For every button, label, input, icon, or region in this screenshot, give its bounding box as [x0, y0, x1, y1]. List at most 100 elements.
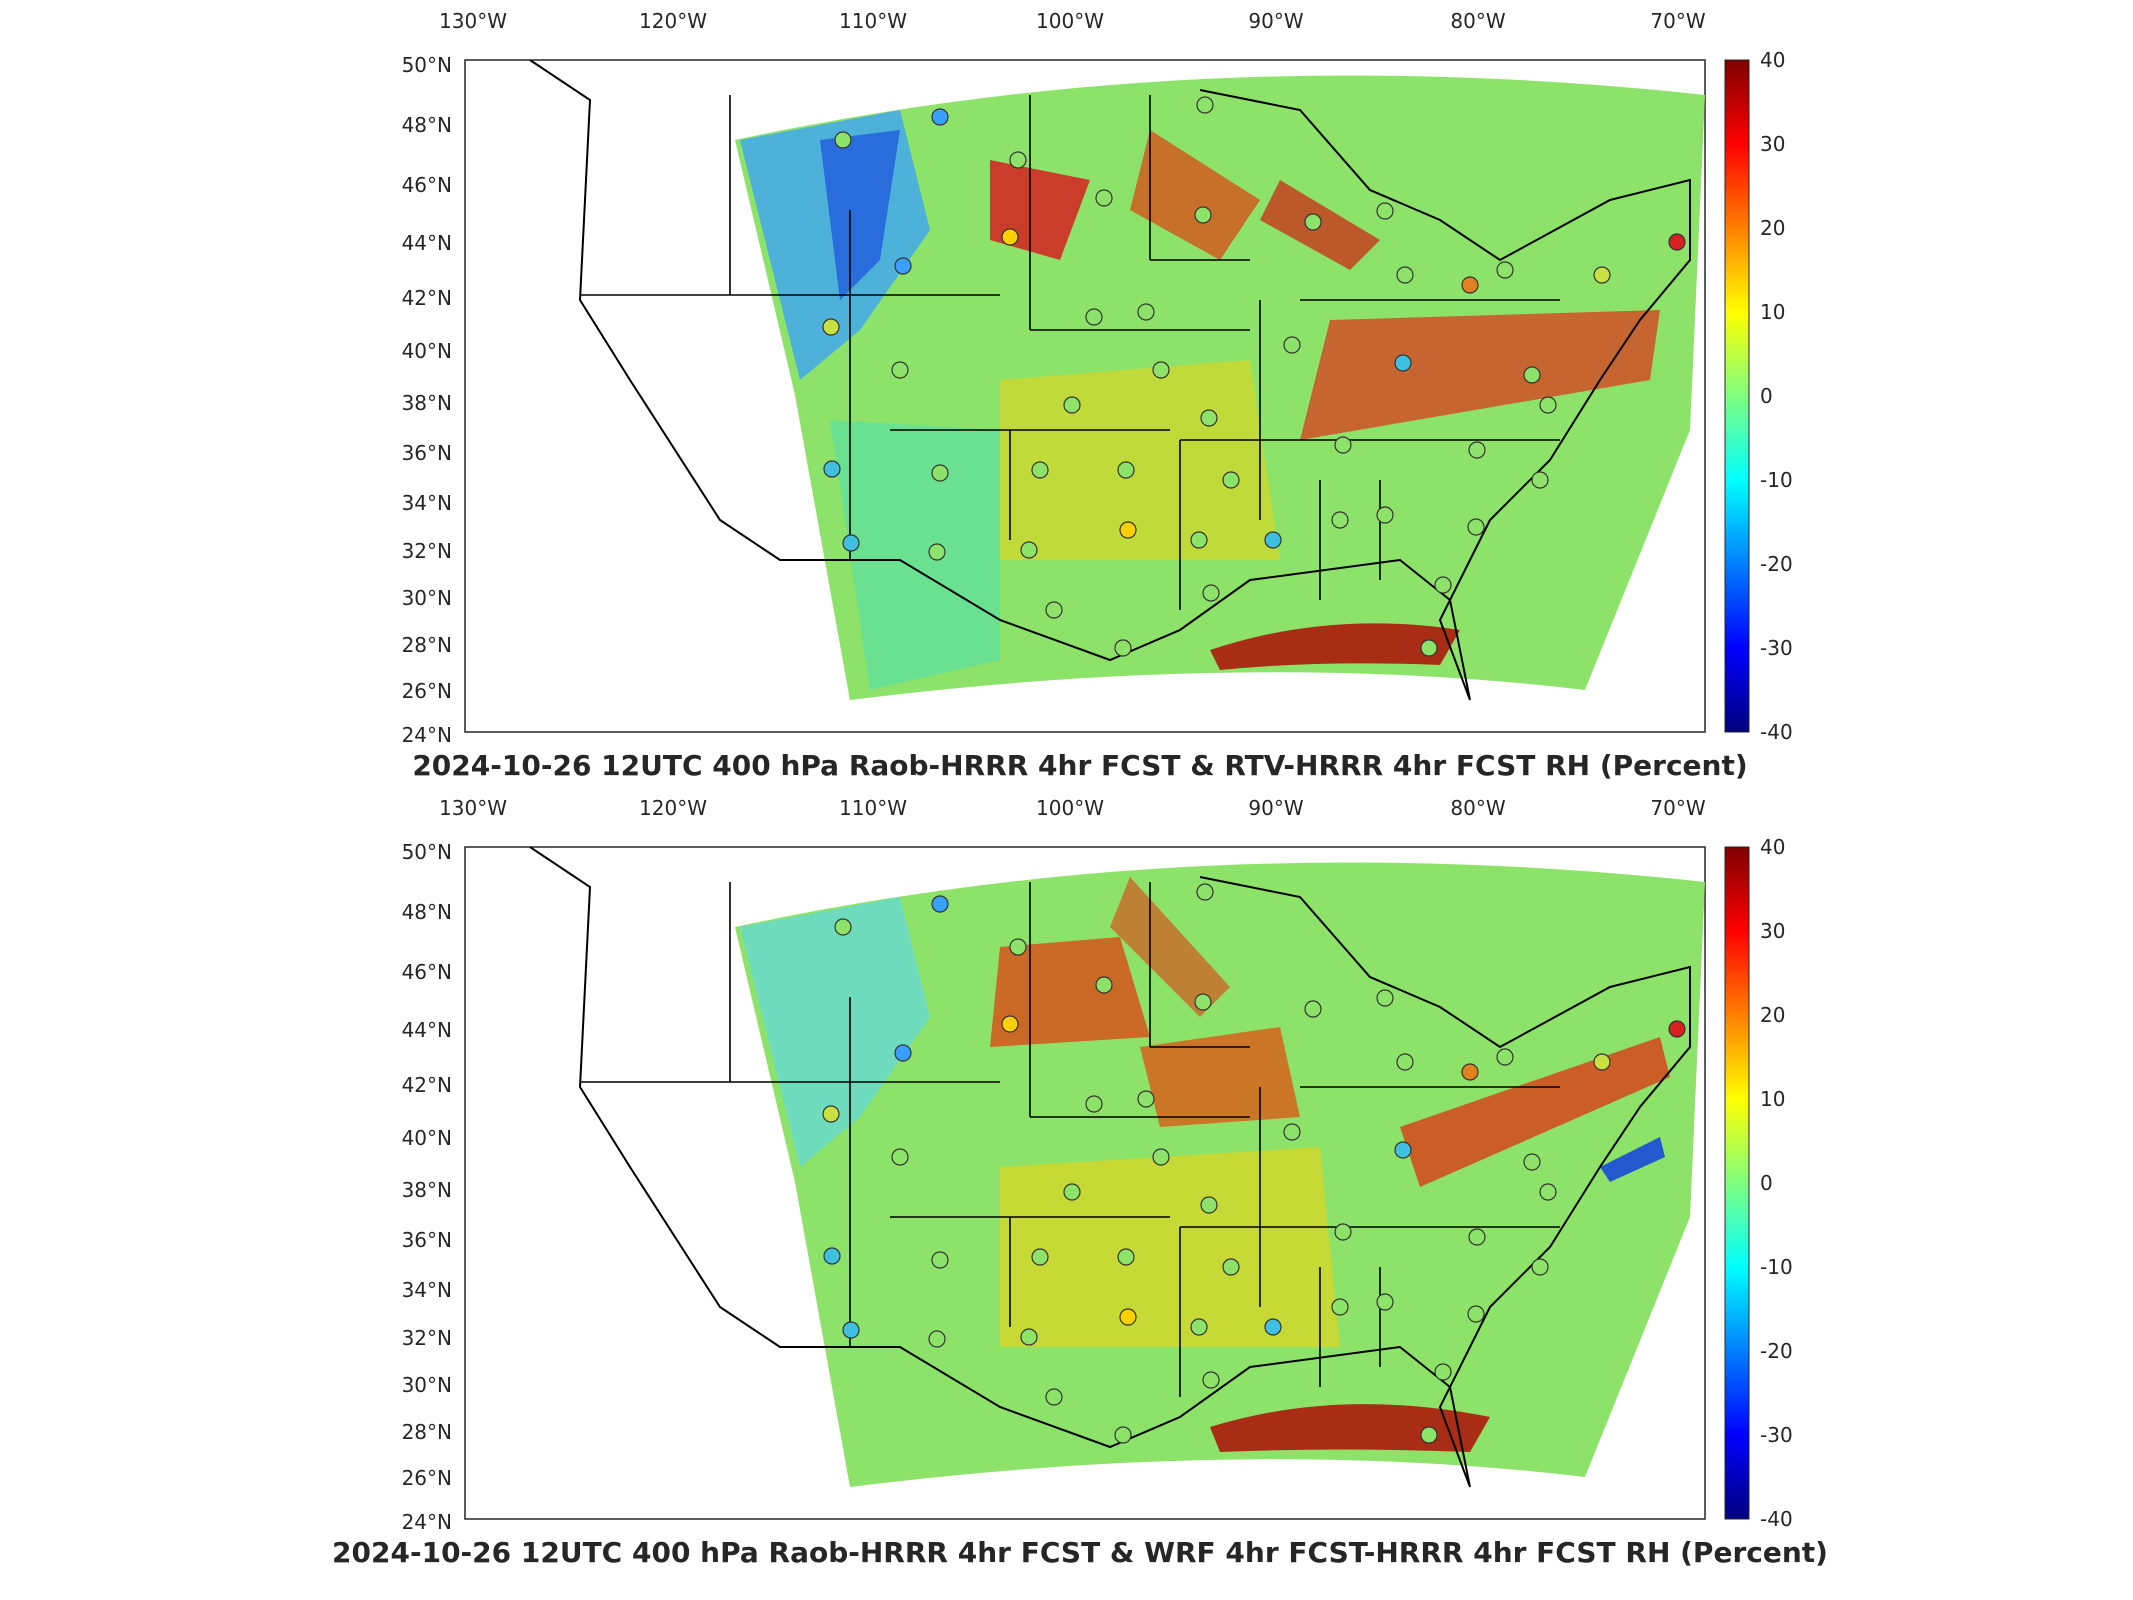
station-marker [1331, 511, 1349, 529]
lat-label: 24°N [402, 723, 452, 747]
colorbar-tick-label: 20 [1760, 216, 1785, 240]
station-marker [1194, 993, 1212, 1011]
station-marker [1001, 228, 1019, 246]
station-marker [1531, 1258, 1549, 1276]
station-marker [1119, 1308, 1137, 1326]
panel-title: 2024-10-26 12UTC 400 hPa Raob-HRRR 4hr F… [412, 749, 1747, 782]
colorbar-tick-label: -10 [1760, 1255, 1793, 1279]
state-borders [580, 882, 1560, 1397]
rh-anomaly-red [1210, 1404, 1490, 1452]
station-marker [1137, 303, 1155, 321]
lon-label: 120°W [639, 796, 707, 820]
hrrr-domain [735, 75, 1705, 700]
lat-label: 36°N [402, 1228, 452, 1252]
colorbar [1724, 846, 1750, 1520]
station-marker [1152, 361, 1170, 379]
us-outline [529, 60, 1691, 701]
station-marker [1376, 989, 1394, 1007]
station-marker [1031, 1248, 1049, 1266]
station-marker [1420, 1426, 1438, 1444]
lat-label: 50°N [402, 53, 452, 77]
station-marker [822, 318, 840, 336]
rh-anomaly-red [1130, 130, 1260, 260]
station-marker [1009, 938, 1027, 956]
station-marker [1461, 276, 1479, 294]
lon-label: 130°W [439, 9, 507, 33]
colorbar-tick-label: -20 [1760, 552, 1793, 576]
station-marker [823, 460, 841, 478]
state-borders [580, 95, 1560, 610]
colorbar-tick-label: 30 [1760, 919, 1785, 943]
station-marker [1222, 471, 1240, 489]
lon-label: 120°W [639, 9, 707, 33]
station-marker [1304, 1000, 1322, 1018]
station-marker [1009, 151, 1027, 169]
station-marker [1117, 1248, 1135, 1266]
station-marker [1095, 189, 1113, 207]
station-marker [1467, 518, 1485, 536]
colorbar-tick-label: 0 [1760, 384, 1773, 408]
lat-label: 28°N [402, 1420, 452, 1444]
lat-label: 42°N [402, 1073, 452, 1097]
lon-label: 90°W [1248, 9, 1303, 33]
lat-label: 34°N [402, 1278, 452, 1302]
station-marker [1396, 266, 1414, 284]
longitude-labels: 130°W 120°W 110°W 100°W 90°W 80°W 70°W [439, 9, 1706, 33]
rh-anomaly-yellow [1000, 360, 1280, 560]
lat-label: 46°N [402, 173, 452, 197]
station-marker [1467, 1305, 1485, 1323]
station-marker [1539, 1183, 1557, 1201]
rh-anomaly-cyan [740, 897, 930, 1167]
station-marker [1331, 1298, 1349, 1316]
colorbar-tick-label: 0 [1760, 1171, 1773, 1195]
lat-label: 30°N [402, 1373, 452, 1397]
rh-anomaly-red [1210, 623, 1460, 670]
lon-label: 70°W [1650, 796, 1705, 820]
rh-anomaly-red [1400, 1037, 1670, 1187]
station-marker [931, 464, 949, 482]
station-marker [1668, 233, 1686, 251]
station-marker [1095, 976, 1113, 994]
station-marker [1264, 531, 1282, 549]
lon-label: 100°W [1036, 796, 1104, 820]
lat-label: 30°N [402, 586, 452, 610]
station-marker [834, 131, 852, 149]
station-marker [1523, 366, 1541, 384]
station-marker [842, 1321, 860, 1339]
lat-label: 42°N [402, 286, 452, 310]
station-marker [928, 543, 946, 561]
lat-label: 34°N [402, 491, 452, 515]
map-panel-svg: 130°W 120°W 110°W 100°W 90°W 80°W 70°W 5… [402, 9, 1793, 782]
station-marker [1085, 1095, 1103, 1113]
station-marker [1461, 1063, 1479, 1081]
us-outline [529, 847, 1691, 1488]
station-marker [1264, 1318, 1282, 1336]
station-marker [894, 1044, 912, 1062]
rh-anomaly-blue [1600, 1137, 1665, 1182]
colorbar-tick-label: 20 [1760, 1003, 1785, 1027]
lon-label: 80°W [1450, 9, 1505, 33]
colorbar-tick-label: -40 [1760, 1507, 1793, 1531]
station-marker [1283, 336, 1301, 354]
station-marker [1137, 1090, 1155, 1108]
station-marker [1202, 1371, 1220, 1389]
station-marker [931, 895, 949, 913]
station-marker [1496, 261, 1514, 279]
lon-label: 130°W [439, 796, 507, 820]
station-marker [1539, 396, 1557, 414]
station-marker [1468, 441, 1486, 459]
station-marker [1119, 521, 1137, 539]
station-marker [1523, 1153, 1541, 1171]
lon-label: 100°W [1036, 9, 1104, 33]
station-marker [1020, 541, 1038, 559]
station-marker [1114, 1426, 1132, 1444]
lat-label: 32°N [402, 1326, 452, 1350]
station-marker [1190, 531, 1208, 549]
colorbar-tick-label: -30 [1760, 1423, 1793, 1447]
station-marker [1020, 1328, 1038, 1346]
lat-label: 28°N [402, 633, 452, 657]
lon-label: 70°W [1650, 9, 1705, 33]
lat-label: 38°N [402, 391, 452, 415]
lat-label: 26°N [402, 1466, 452, 1490]
station-marker [842, 534, 860, 552]
